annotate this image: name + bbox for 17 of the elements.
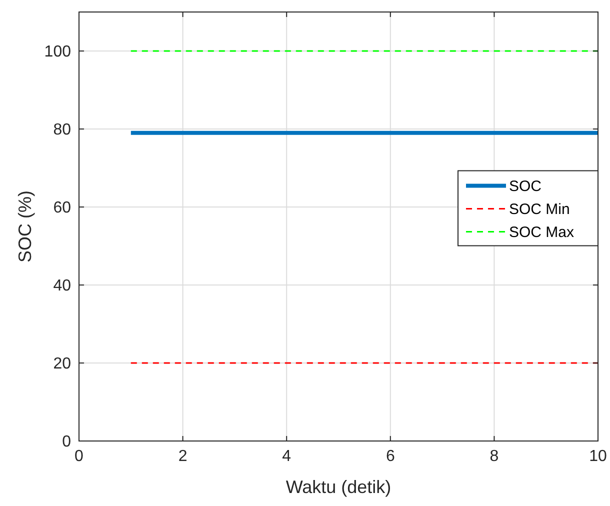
x-axis-title: Waktu (detik) [286,477,392,497]
x-tick-label: 0 [74,448,84,465]
legend-label: SOC Max [509,224,575,241]
y-tick-label: 100 [44,44,72,61]
y-tick-label: 60 [53,200,72,217]
x-tick-label: 2 [178,448,188,465]
legend-label: SOC [509,178,542,195]
legend-label: SOC Min [509,200,570,218]
y-tick-label: 80 [53,122,72,139]
x-tick-label: 6 [386,448,395,465]
x-tick-label: 10 [589,448,607,465]
y-tick-label: 40 [53,278,72,295]
y-tick-label: 20 [53,356,72,373]
x-tick-label: 4 [282,448,292,465]
y-axis-title: SOC (%) [15,190,35,262]
x-tick-label: 8 [490,448,499,465]
y-tick-label: 0 [62,434,72,451]
